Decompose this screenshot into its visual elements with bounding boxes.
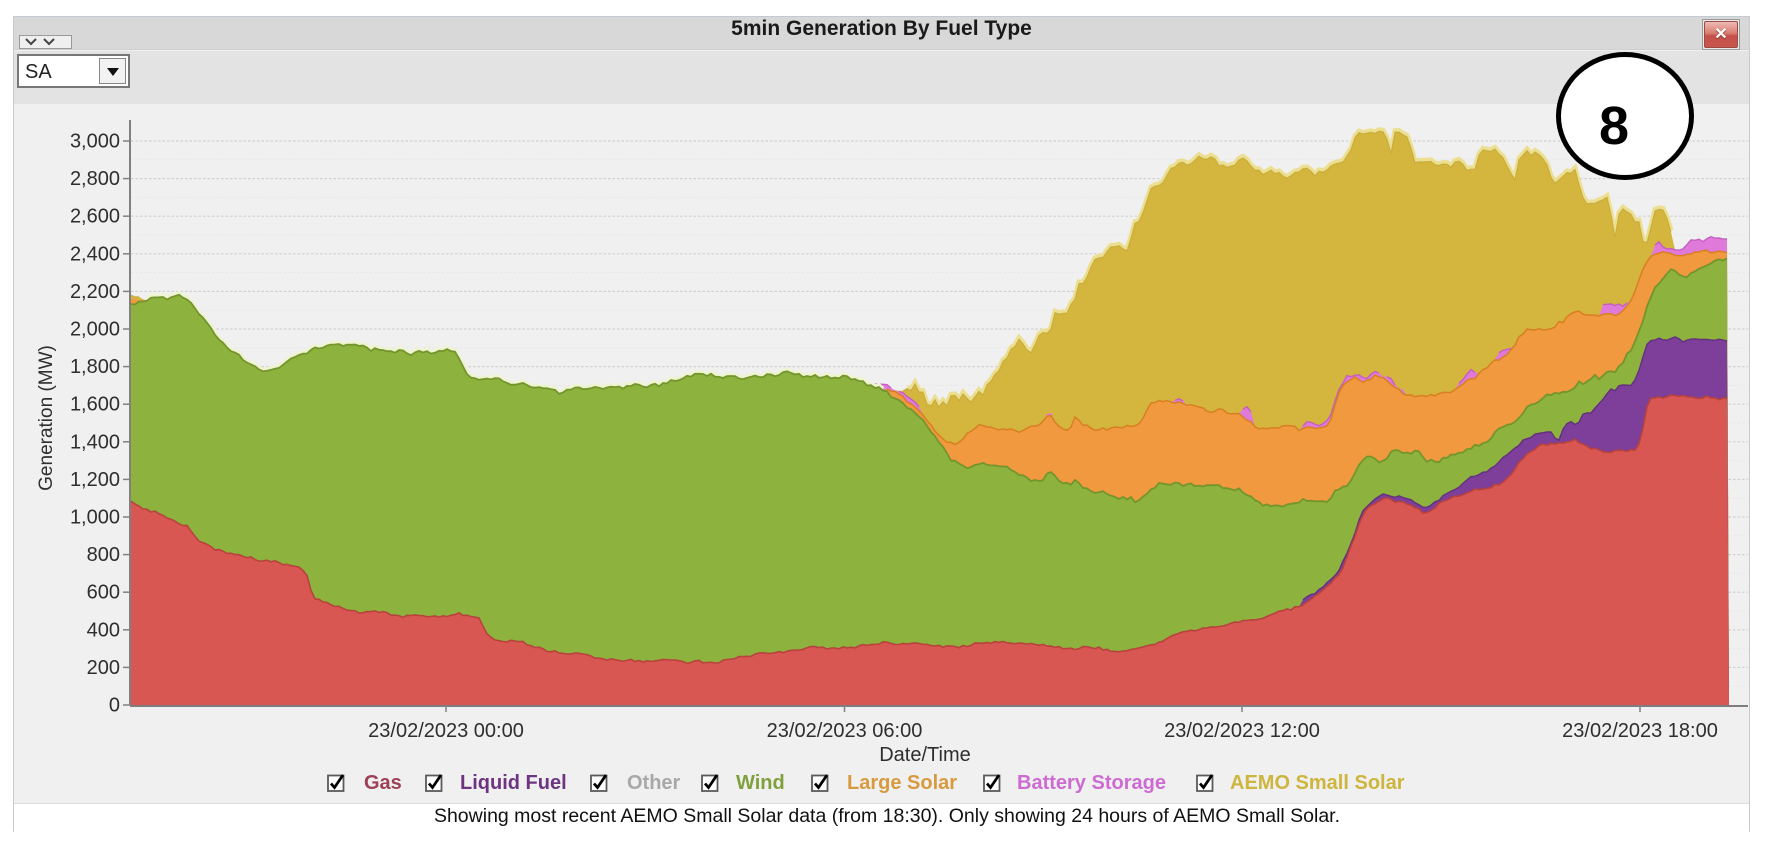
svg-text:23/02/2023 06:00: 23/02/2023 06:00 (767, 720, 923, 742)
svg-text:200: 200 (87, 657, 120, 679)
svg-text:800: 800 (87, 544, 120, 566)
svg-text:23/02/2023 18:00: 23/02/2023 18:00 (1562, 720, 1718, 742)
svg-text:2,800: 2,800 (70, 168, 120, 190)
svg-text:0: 0 (109, 695, 120, 717)
svg-text:600: 600 (87, 582, 120, 604)
svg-text:1,600: 1,600 (70, 394, 120, 416)
svg-text:2,400: 2,400 (70, 243, 120, 265)
svg-text:400: 400 (87, 619, 120, 641)
svg-text:Generation (MW): Generation (MW) (36, 345, 57, 491)
svg-text:23/02/2023 00:00: 23/02/2023 00:00 (368, 720, 524, 742)
svg-text:2,600: 2,600 (70, 206, 120, 228)
svg-text:1,800: 1,800 (70, 356, 120, 378)
svg-text:1,200: 1,200 (70, 469, 120, 491)
svg-text:1,000: 1,000 (70, 507, 120, 529)
svg-text:2,200: 2,200 (70, 281, 120, 303)
svg-text:1,400: 1,400 (70, 431, 120, 453)
svg-text:3,000: 3,000 (70, 131, 120, 153)
svg-text:23/02/2023 12:00: 23/02/2023 12:00 (1164, 720, 1320, 742)
svg-text:2,000: 2,000 (70, 319, 120, 341)
svg-text:Date/Time: Date/Time (879, 744, 971, 766)
